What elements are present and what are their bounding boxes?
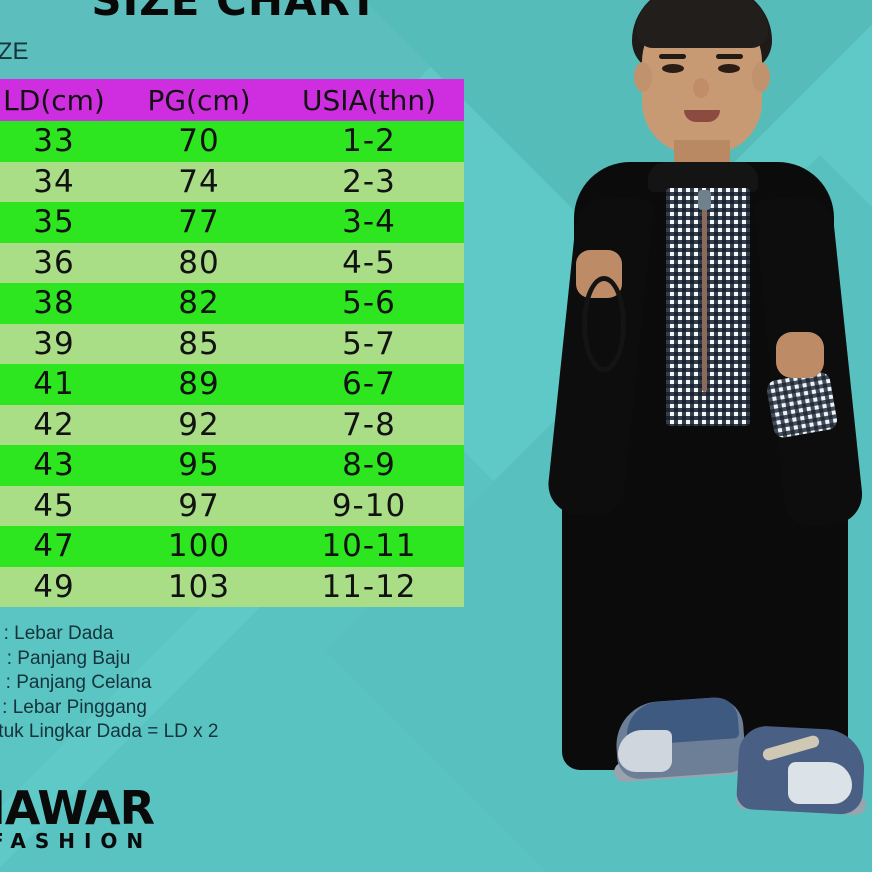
legend-notes: LD : Lebar Dada PG : Panjang Baju PC : Pan… xyxy=(0,622,219,745)
cell-pg: 95 xyxy=(124,445,274,486)
legend-line: PC : Panjang Celana xyxy=(0,672,152,693)
cell-usia: 5-7 xyxy=(274,323,464,364)
legend-line: Untuk Lingkar Dada = LD x 2 xyxy=(0,721,219,742)
table-row: 36 80 4-5 xyxy=(0,242,464,283)
cell-ld: 33 xyxy=(0,121,124,162)
cell-ld: 45 xyxy=(0,485,124,526)
cell-pg: 97 xyxy=(124,485,274,526)
garment-zipper xyxy=(702,192,707,392)
table-row: 47 100 10-11 xyxy=(0,526,464,567)
cell-pg: 103 xyxy=(124,566,274,607)
model-eye-left xyxy=(662,64,684,73)
table-row: 38 82 5-6 xyxy=(0,283,464,324)
garment-zipper-pull xyxy=(698,190,711,210)
table-body: 33 70 1-2 34 74 2-3 35 77 3-4 36 80 4-5 38 82 5-6 39 85 5… xyxy=(0,121,464,607)
legend-line: LD : Lebar Dada xyxy=(0,623,114,644)
garment-collar xyxy=(648,162,758,192)
table-row: 39 85 5-7 xyxy=(0,323,464,364)
table-row: 34 74 2-3 xyxy=(0,161,464,202)
garment-checkered-cuff xyxy=(765,370,839,440)
cell-usia: 11-12 xyxy=(274,566,464,607)
model-mouth xyxy=(684,110,720,122)
cell-pg: 74 xyxy=(124,161,274,202)
legend-line: LP : Lebar Pinggang xyxy=(0,696,147,718)
cell-ld: 43 xyxy=(0,445,124,486)
cell-ld: 49 xyxy=(0,566,124,607)
cell-usia: 7-8 xyxy=(274,404,464,445)
cell-ld: 36 xyxy=(0,242,124,283)
cell-pg: 80 xyxy=(124,242,274,283)
cell-usia: 10-11 xyxy=(274,526,464,567)
cell-usia: 5-6 xyxy=(274,283,464,324)
model-eyebrow-right xyxy=(716,54,743,59)
table-row: 49 103 11-12 xyxy=(0,566,464,607)
cell-pg: 70 xyxy=(124,121,274,162)
table-header: LD(cm) PG(cm) USIA(thn) xyxy=(0,79,464,121)
cell-pg: 92 xyxy=(124,404,274,445)
cell-pg: 89 xyxy=(124,364,274,405)
table-row: 41 89 6-7 xyxy=(0,364,464,405)
model-eyebrow-left xyxy=(659,54,686,59)
brand-tagline: FASHION xyxy=(0,829,153,853)
cell-usia: 1-2 xyxy=(274,121,464,162)
brand-name: MAWAR xyxy=(0,781,155,835)
column-header-pg: PG(cm) xyxy=(124,79,274,121)
garment-checkered-placket xyxy=(666,188,750,426)
shoe-right-toe xyxy=(788,762,852,804)
table-row: 45 97 9-10 xyxy=(0,485,464,526)
cell-ld: 41 xyxy=(0,364,124,405)
model-fringe xyxy=(636,0,768,48)
cell-ld: 38 xyxy=(0,283,124,324)
cell-usia: 8-9 xyxy=(274,445,464,486)
cell-usia: 6-7 xyxy=(274,364,464,405)
cell-usia: 3-4 xyxy=(274,202,464,243)
table-header-row: LD(cm) PG(cm) USIA(thn) xyxy=(0,79,464,121)
model-eye-right xyxy=(718,64,740,73)
prayer-beads xyxy=(582,276,626,372)
shoe-left-toe xyxy=(618,730,672,772)
model-ear-left xyxy=(634,62,652,92)
cell-pg: 77 xyxy=(124,202,274,243)
cell-usia: 9-10 xyxy=(274,485,464,526)
subtitle: L SIZE xyxy=(0,38,29,65)
cell-usia: 2-3 xyxy=(274,161,464,202)
brand-logo: MAWAR FASHION xyxy=(0,781,155,853)
cell-ld: 35 xyxy=(0,202,124,243)
size-chart-table: LD(cm) PG(cm) USIA(thn) 33 70 1-2 34 74 2-3 35… xyxy=(0,79,464,607)
table-row: 43 95 8-9 xyxy=(0,445,464,486)
cell-usia: 4-5 xyxy=(274,242,464,283)
cell-ld: 42 xyxy=(0,404,124,445)
model-ear-right xyxy=(752,62,770,92)
cell-pg: 85 xyxy=(124,323,274,364)
cell-ld: 47 xyxy=(0,526,124,567)
cell-pg: 100 xyxy=(124,526,274,567)
cell-pg: 82 xyxy=(124,283,274,324)
column-header-ld: LD(cm) xyxy=(0,79,124,121)
page-title: SIZE CHART xyxy=(91,0,379,25)
table-row: 42 92 7-8 xyxy=(0,404,464,445)
model-nose xyxy=(693,78,709,98)
table-row: 35 77 3-4 xyxy=(0,202,464,243)
cell-ld: 34 xyxy=(0,161,124,202)
column-header-usia: USIA(thn) xyxy=(274,79,464,121)
table-row: 33 70 1-2 xyxy=(0,121,464,162)
cell-ld: 39 xyxy=(0,323,124,364)
legend-line: PG : Panjang Baju xyxy=(0,647,131,669)
model-hand-right xyxy=(776,332,824,378)
product-photo xyxy=(470,0,872,872)
